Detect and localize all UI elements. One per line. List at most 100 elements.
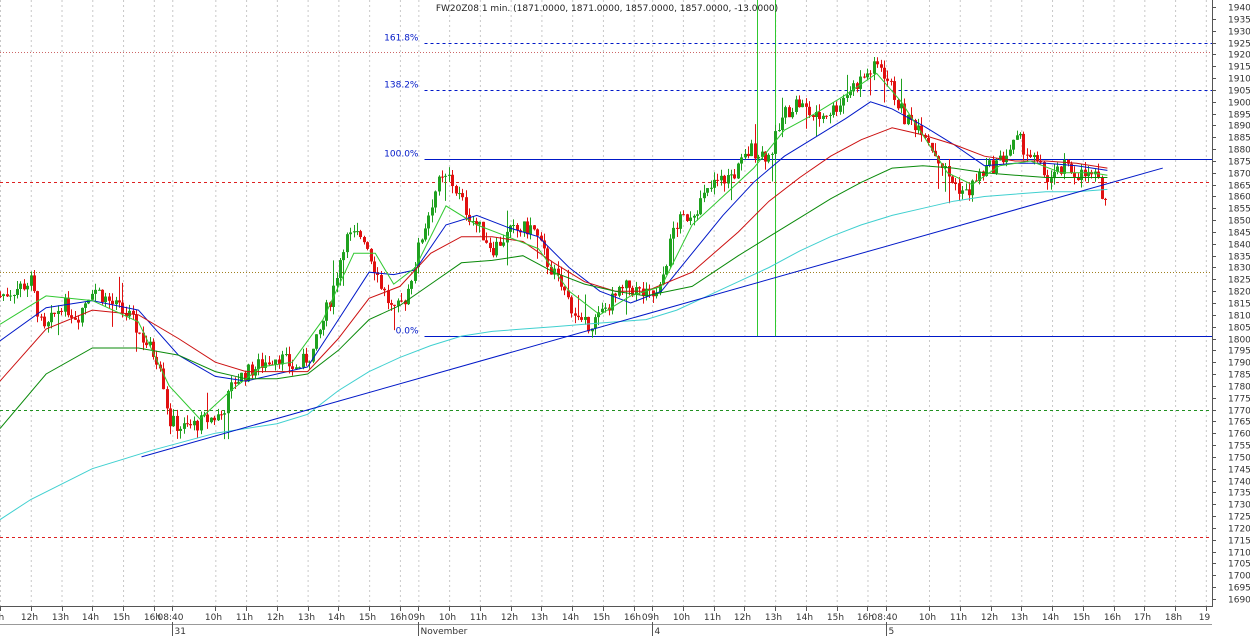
candle-body (1029, 154, 1032, 158)
candle-body (546, 248, 549, 267)
candle-body (57, 310, 60, 314)
y-tick-label: 1720 (1228, 525, 1250, 535)
candle-body (720, 175, 723, 181)
vertical-markers (757, 0, 776, 337)
x-tick-label: 12h (501, 613, 518, 623)
moving-average-line (0, 188, 1108, 521)
candle-body (931, 142, 934, 151)
candle-body (825, 115, 828, 117)
y-tick-label: 1740 (1228, 478, 1250, 488)
candle-body (638, 287, 641, 289)
y-tick-label: 1785 (1228, 371, 1250, 381)
candle-body (659, 284, 662, 293)
candle-body (1043, 162, 1046, 176)
x-tick-label: 10h (205, 613, 222, 623)
candle-body (502, 242, 505, 246)
candle-body (230, 382, 233, 392)
candle-body (482, 221, 485, 241)
candle-body (835, 105, 838, 112)
candle-body (696, 214, 699, 216)
y-tick-label: 1750 (1228, 454, 1250, 464)
candle-body (805, 103, 808, 107)
candle-body (30, 275, 33, 286)
candle-body (557, 268, 560, 275)
y-tick-label: 1840 (1228, 241, 1250, 251)
candle-body (1077, 176, 1080, 181)
candle-body (142, 332, 145, 343)
candle-body (747, 153, 750, 157)
candle-body (795, 99, 798, 112)
candle-body (883, 67, 886, 79)
y-tick-label: 1735 (1228, 489, 1250, 499)
candle-body (356, 231, 359, 233)
candle-body (523, 221, 526, 233)
candle-body (397, 300, 400, 306)
candle-body (393, 304, 396, 306)
candle-body (268, 362, 271, 365)
candle-body (16, 288, 19, 295)
candle-body (540, 235, 543, 241)
candle-body (376, 272, 379, 276)
candle-body (1053, 171, 1056, 179)
candle-body (43, 316, 46, 327)
candle-body (1026, 154, 1029, 156)
y-tick-label: 1940 (1228, 4, 1250, 14)
candle-body (278, 359, 281, 365)
trendline (141, 167, 1163, 458)
candle-body (995, 160, 998, 174)
fibonacci-retracement: 161.8% 138.2% 100.0% 0.0% (384, 34, 1212, 337)
candle-body (645, 288, 648, 297)
candle-body (846, 95, 849, 98)
candle-body (880, 64, 883, 68)
candle-body (594, 317, 597, 329)
candle-body (750, 143, 753, 157)
y-tick-label: 1745 (1228, 466, 1250, 476)
candle-body (26, 285, 29, 290)
candle-body (778, 130, 781, 132)
candle-body (655, 292, 658, 297)
candle-body (244, 372, 247, 382)
candle-body (152, 341, 155, 357)
candle-body (1039, 161, 1042, 163)
y-tick-label: 1820 (1228, 288, 1250, 298)
candle-body (580, 317, 583, 320)
moving-averages (0, 72, 1108, 521)
candle-body (570, 297, 573, 314)
candle-body (852, 83, 855, 92)
candle-body (50, 312, 53, 323)
candle-body (6, 294, 9, 297)
candle-body (424, 228, 427, 240)
candle-body (832, 105, 835, 115)
candle-body (951, 176, 954, 183)
candle-body (308, 361, 311, 363)
x-tick-label: 13h (765, 613, 782, 623)
candle-body (577, 315, 580, 318)
candle-body (155, 356, 158, 365)
candle-body (149, 341, 152, 346)
candle-body (516, 225, 519, 231)
candle-body (971, 180, 974, 196)
candle-body (485, 240, 488, 243)
candle-body (291, 366, 294, 369)
candle-body (288, 354, 291, 367)
candle-body (703, 192, 706, 199)
candle-body (166, 389, 169, 409)
candle-body (784, 107, 787, 118)
candle-body (737, 163, 740, 179)
candle-body (961, 190, 964, 194)
candle-body (533, 225, 536, 230)
candle-body (329, 302, 332, 307)
candle-body (1087, 171, 1090, 177)
candle-body (472, 221, 475, 223)
x-tick-label: 13h (298, 613, 315, 623)
candle-body (23, 283, 26, 290)
x-tick-label: 11h (950, 613, 967, 623)
candle-body (927, 137, 930, 143)
candle-body (475, 221, 478, 225)
candle-body (353, 231, 356, 233)
candle-body (2, 294, 5, 297)
y-tick-label: 1920 (1228, 51, 1250, 61)
candle-body (676, 227, 679, 229)
